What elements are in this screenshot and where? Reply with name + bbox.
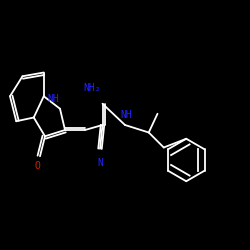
- Text: O: O: [34, 161, 40, 171]
- Text: NH: NH: [48, 94, 60, 104]
- Text: N: N: [97, 158, 103, 168]
- Text: NH: NH: [120, 110, 132, 120]
- Text: NH₂: NH₂: [84, 82, 101, 92]
